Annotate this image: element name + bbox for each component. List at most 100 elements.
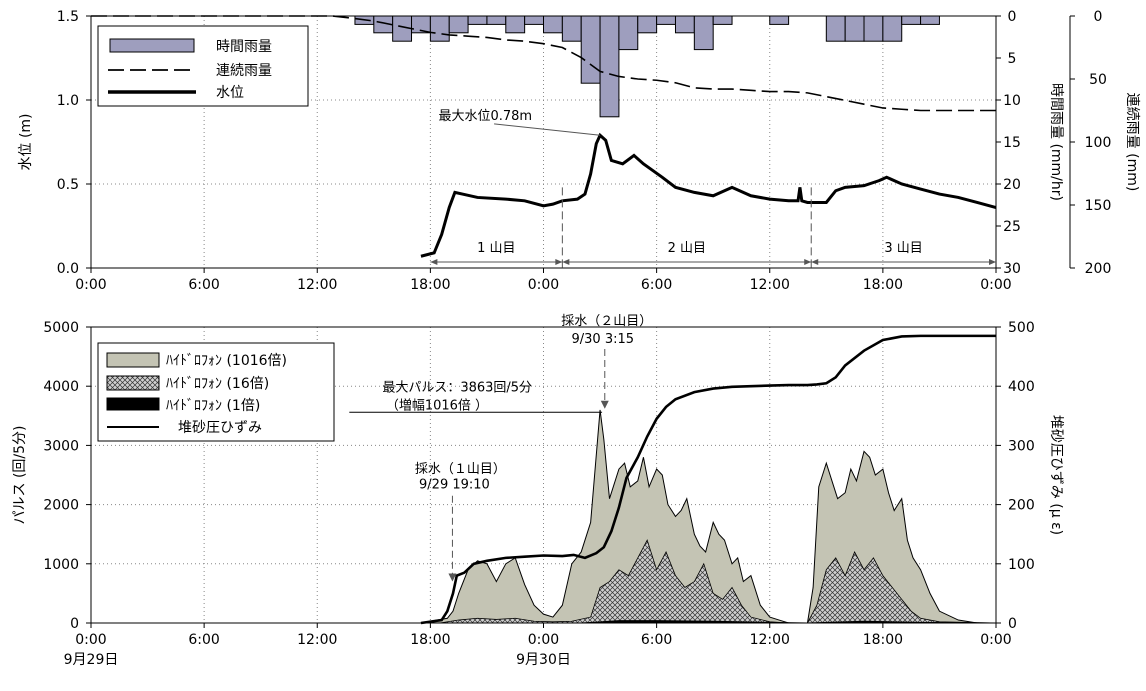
top-y-tick-label: 1.0 [57,93,79,109]
sample-2-label: 採水（２山目） [561,314,652,329]
cumulative-rainfall-line [91,15,996,112]
top-right1-tick-label: 0 [1008,9,1017,25]
top-y-tick-label: 0.0 [57,261,79,277]
period-arrow-head [430,259,438,265]
top-x-tick-label: 0:00 [528,277,559,293]
hourly-rain-bar [561,15,582,42]
legend-swatch-hydrophone-16x [106,375,160,391]
hourly-rain-bar [580,15,601,84]
top-x-tick-label: 12:00 [297,277,337,293]
bottom-right-tick-label: 400 [1008,379,1035,395]
legend-label-water-level: 水位 [216,85,244,101]
top-right2-tick-label: 50 [1089,72,1107,88]
top-right1-tick-label: 25 [1003,219,1021,235]
sample-1-arrow-head [448,573,457,582]
bottom-x-tick-label: 6:00 [188,632,219,648]
hourly-rain-bar [467,15,488,25]
hourly-rain-bar [712,15,733,25]
hourly-rain-bar [486,15,507,25]
top-legend: 時間雨量 連続雨量 水位 [97,25,309,107]
top-x-tick-label: 12:00 [750,277,790,293]
max-water-level-label: 最大水位0.78m [438,109,532,124]
hourly-rain-bar [505,15,526,34]
top-right2-tick-label: 150 [1085,198,1112,214]
bottom-y-tick-label: 3000 [43,438,79,454]
bottom-x-day-label: 9月29日 [64,652,119,668]
bottom-x-tick-label: 0:00 [75,632,106,648]
top-x-tick-label: 18:00 [863,277,903,293]
sediment-pressure-strain-line [420,334,996,625]
legend-label-hydrophone-1016x: ﾊｲﾄﾞﾛﾌｫﾝ (1016倍) [166,353,287,369]
period-label: 3 山目 [884,241,922,256]
top-x-tick-label: 6:00 [188,277,219,293]
bottom-y-tick-label: 4000 [43,379,79,395]
top-x-tick-label: 0:00 [75,277,106,293]
hourly-rain-bar [637,15,658,34]
top-right1-tick-label: 20 [1003,177,1021,193]
top-right2-tick-label: 0 [1094,9,1103,25]
bottom-x-day-label: 9月30日 [516,652,571,668]
hourly-rain-bar [674,15,695,34]
max-pulse-label-2: （増幅1016倍 ） [386,398,488,413]
legend-swatch-hydrophone-1016x [106,352,160,368]
top-right1-tick-label: 5 [1008,51,1017,67]
legend-swatch-hydrophone-1x [106,397,160,411]
bottom-x-tick-label: 12:00 [297,632,337,648]
bottom-right-tick-label: 300 [1008,438,1035,454]
water-level-line [420,132,997,258]
period-arrow-head [804,259,812,265]
sample-2-time: 9/30 3:15 [572,332,635,347]
top-right2-tick-label: 100 [1085,135,1112,151]
hourly-rain-bar [543,15,563,34]
hourly-rain-bar [524,15,544,25]
bottom-right-tick-label: 500 [1008,320,1035,336]
top-legend-box [97,25,309,107]
hourly-rain-bar [901,15,922,25]
period-arrow-head [811,259,819,265]
bottom-x-tick-label: 0:00 [528,632,559,648]
bottom-x-tick-label: 6:00 [641,632,672,648]
top-right-axis-label-1: 時間雨量 (mm/hr) [1048,83,1064,201]
top-axis-ticks: 0:00 6:00 12:00 18:00 0:00 6:00 12:00 18:00 0:00… [57,9,1112,293]
bottom-left-axis-label: パルス (回/5分) [12,426,28,525]
bottom-y-tick-label: 1000 [43,557,79,573]
top-x-tick-label: 6:00 [641,277,672,293]
hourly-rain-bar [618,15,639,51]
sample-1-time: 9/29 19:10 [419,478,490,493]
hydrophone-16x-area [420,539,997,624]
top-right1-tick-label: 10 [1003,93,1021,109]
water-level-chart: 0:00 6:00 12:00 18:00 0:00 6:00 12:00 18:00 0:00… [18,9,1141,293]
legend-label-strain: 堆砂圧ひずみ [178,420,262,436]
sample-2-arrow-head [600,400,609,409]
top-grid [91,16,996,268]
bottom-x-tick-label: 12:00 [750,632,790,648]
top-right1-tick-label: 30 [1003,261,1021,277]
hourly-rain-bar [429,15,450,42]
bottom-annotations: 最大パルス：3863回/5分 （増幅1016倍 ） 採水（２山目） 9/30 3:15… [349,314,652,582]
hourly-rain-bar [448,15,469,34]
period-arrow-head [989,259,996,265]
top-x-tick-label: 18:00 [410,277,450,293]
hourly-rain-bar [769,15,790,25]
period-arrow-head [562,259,570,265]
max-water-level-leader [494,123,601,136]
bottom-right-tick-label: 200 [1008,498,1035,514]
hourly-rain-bar [656,15,676,25]
bottom-y-tick-label: 5000 [43,320,79,336]
top-right1-tick-label: 15 [1003,135,1021,151]
legend-swatch-hourly-rain [109,38,195,53]
top-left-axis-label: 水位 (m) [18,113,34,170]
bottom-right-tick-label: 0 [1008,616,1017,632]
bottom-x-tick-label: 18:00 [410,632,450,648]
hourly-rain-bar [599,15,620,118]
bottom-x-tick-label: 0:00 [980,632,1011,648]
bottom-axis-ticks: 0:00 6:00 12:00 18:00 0:00 6:00 12:00 18:00 0:00… [43,320,1034,668]
pulse-chart: 0:00 6:00 12:00 18:00 0:00 6:00 12:00 18:00 0:00… [12,314,1064,668]
hourly-rainfall-bars [354,15,940,118]
top-y-tick-label: 1.5 [57,9,79,25]
hourly-rain-bar [882,15,903,42]
bottom-right-axis-label: 堆砂圧ひずみ (μ ε) [1048,415,1064,535]
legend-label-cumulative-rain: 連続雨量 [216,62,272,79]
sample-1-label: 採水（１山目） [415,462,506,477]
